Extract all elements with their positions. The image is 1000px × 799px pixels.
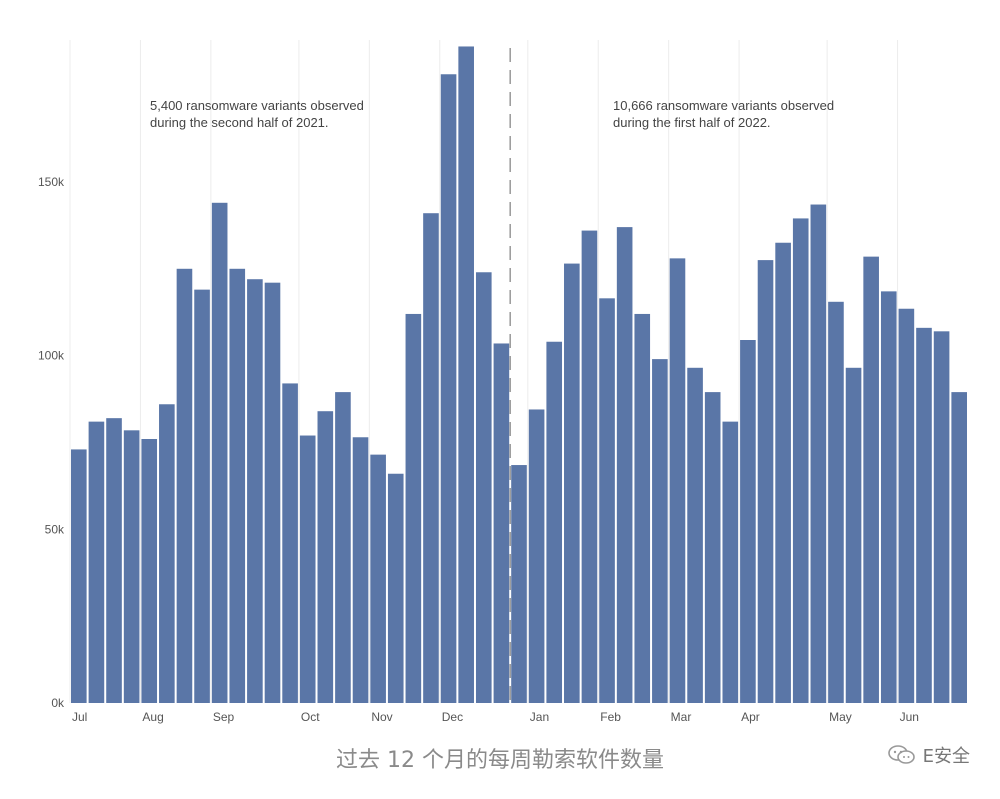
bar [599,298,615,703]
bar [704,392,721,703]
weekly-ransomware-chart: 0k 50k 100k 150k Jul Aug Sep Oct Nov Dec Jan Feb Ma… [38,40,967,724]
month-gridlines [69,40,899,703]
bar [405,313,422,703]
bar [493,343,510,703]
annotation-left-line1: 5,400 ransomware variants observed [150,98,364,113]
bar [634,313,651,703]
bar [951,392,967,703]
bar [616,227,633,704]
y-tick-label: 150k [38,175,65,189]
bar [247,279,263,703]
bar [863,256,879,703]
bar [845,367,862,703]
watermark-text: E安全 [922,746,970,767]
bar [176,268,193,703]
wechat-icon [887,745,915,764]
x-tick-label: Jun [900,710,919,724]
bar [475,272,492,703]
bar [317,411,334,703]
bar [282,383,298,703]
bar [775,242,791,704]
annotation-left-line2: during the second half of 2021. [150,115,329,130]
bar [528,409,545,703]
bar [722,421,739,703]
x-tick-label: Apr [741,710,760,724]
bar [898,308,915,703]
bar [229,268,246,703]
bar [581,230,598,703]
bar [141,439,158,703]
bar [352,437,369,703]
x-tick-label: May [829,710,852,724]
bar [458,46,474,704]
x-tick-label: Aug [142,710,163,724]
y-tick-label: 0k [51,696,65,710]
bar [194,289,210,703]
x-tick-label: Mar [671,710,692,724]
y-tick-label: 50k [45,522,65,536]
x-tick-label: Feb [600,710,621,724]
bar [264,282,281,703]
x-axis: Jul Aug Sep Oct Nov Dec Jan Feb Mar Apr May Jun [72,710,919,724]
annotation-right-line1: 10,666 ransomware variants observed [613,98,834,113]
bar [740,340,756,703]
bar [71,449,87,703]
bar [106,418,122,703]
annotation-right-line2: during the first half of 2022. [613,115,771,130]
bar [828,301,844,703]
bar [423,213,439,703]
bar [687,367,703,703]
bar [880,291,897,703]
bar [370,454,386,703]
y-tick-label: 100k [38,349,65,363]
bar [669,258,686,703]
watermark: E安全 [887,742,970,768]
bar [335,392,351,703]
bar [211,202,228,704]
bar [440,74,457,703]
bar [88,421,105,703]
x-tick-label: Nov [371,710,392,724]
y-axis: 0k 50k 100k 150k [38,175,65,710]
bar [792,218,809,704]
x-tick-label: Oct [301,710,320,724]
bar-series [71,46,967,704]
bar [511,465,527,703]
bar [810,204,827,703]
bar [159,404,175,703]
bar [387,473,404,703]
x-tick-label: Jan [530,710,549,724]
bar [299,435,316,703]
x-tick-label: Sep [213,710,235,724]
bar [564,263,580,703]
bar [933,331,950,703]
x-tick-label: Jul [72,710,87,724]
bar [546,341,563,703]
bar [652,359,668,703]
chart-caption: 过去 12 个月的每周勒索软件数量 [336,748,664,773]
bar [123,430,140,703]
bar [757,260,774,703]
bar [916,327,932,703]
x-tick-label: Dec [442,710,463,724]
